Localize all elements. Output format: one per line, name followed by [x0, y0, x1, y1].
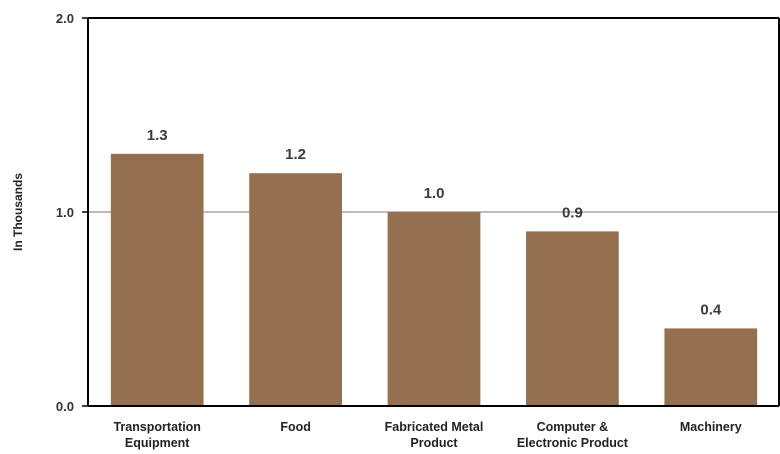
- x-category-label: Equipment: [125, 436, 190, 450]
- x-category-label: Fabricated Metal: [385, 420, 484, 434]
- x-category-label: Food: [280, 420, 311, 434]
- x-category-label: Machinery: [680, 420, 742, 434]
- bar: [249, 173, 342, 406]
- data-label: 1.3: [147, 127, 168, 144]
- y-tick-label: 1.0: [56, 205, 74, 220]
- data-label: 0.9: [562, 204, 583, 221]
- x-category-label: Transportation: [113, 420, 201, 434]
- bar: [387, 212, 481, 406]
- x-category-label: Computer &: [537, 420, 609, 434]
- data-label: 0.4: [700, 301, 722, 318]
- bar: [526, 231, 619, 406]
- y-axis-title: In Thousands: [11, 173, 25, 251]
- y-tick-label: 2.0: [56, 11, 74, 26]
- x-category-label: Product: [410, 436, 458, 450]
- bar: [664, 328, 758, 406]
- data-label: 1.0: [424, 185, 445, 202]
- x-category-label: Electronic Product: [517, 436, 629, 450]
- data-label: 1.2: [285, 146, 306, 163]
- bar: [110, 153, 204, 406]
- y-tick-label: 0.0: [56, 399, 74, 414]
